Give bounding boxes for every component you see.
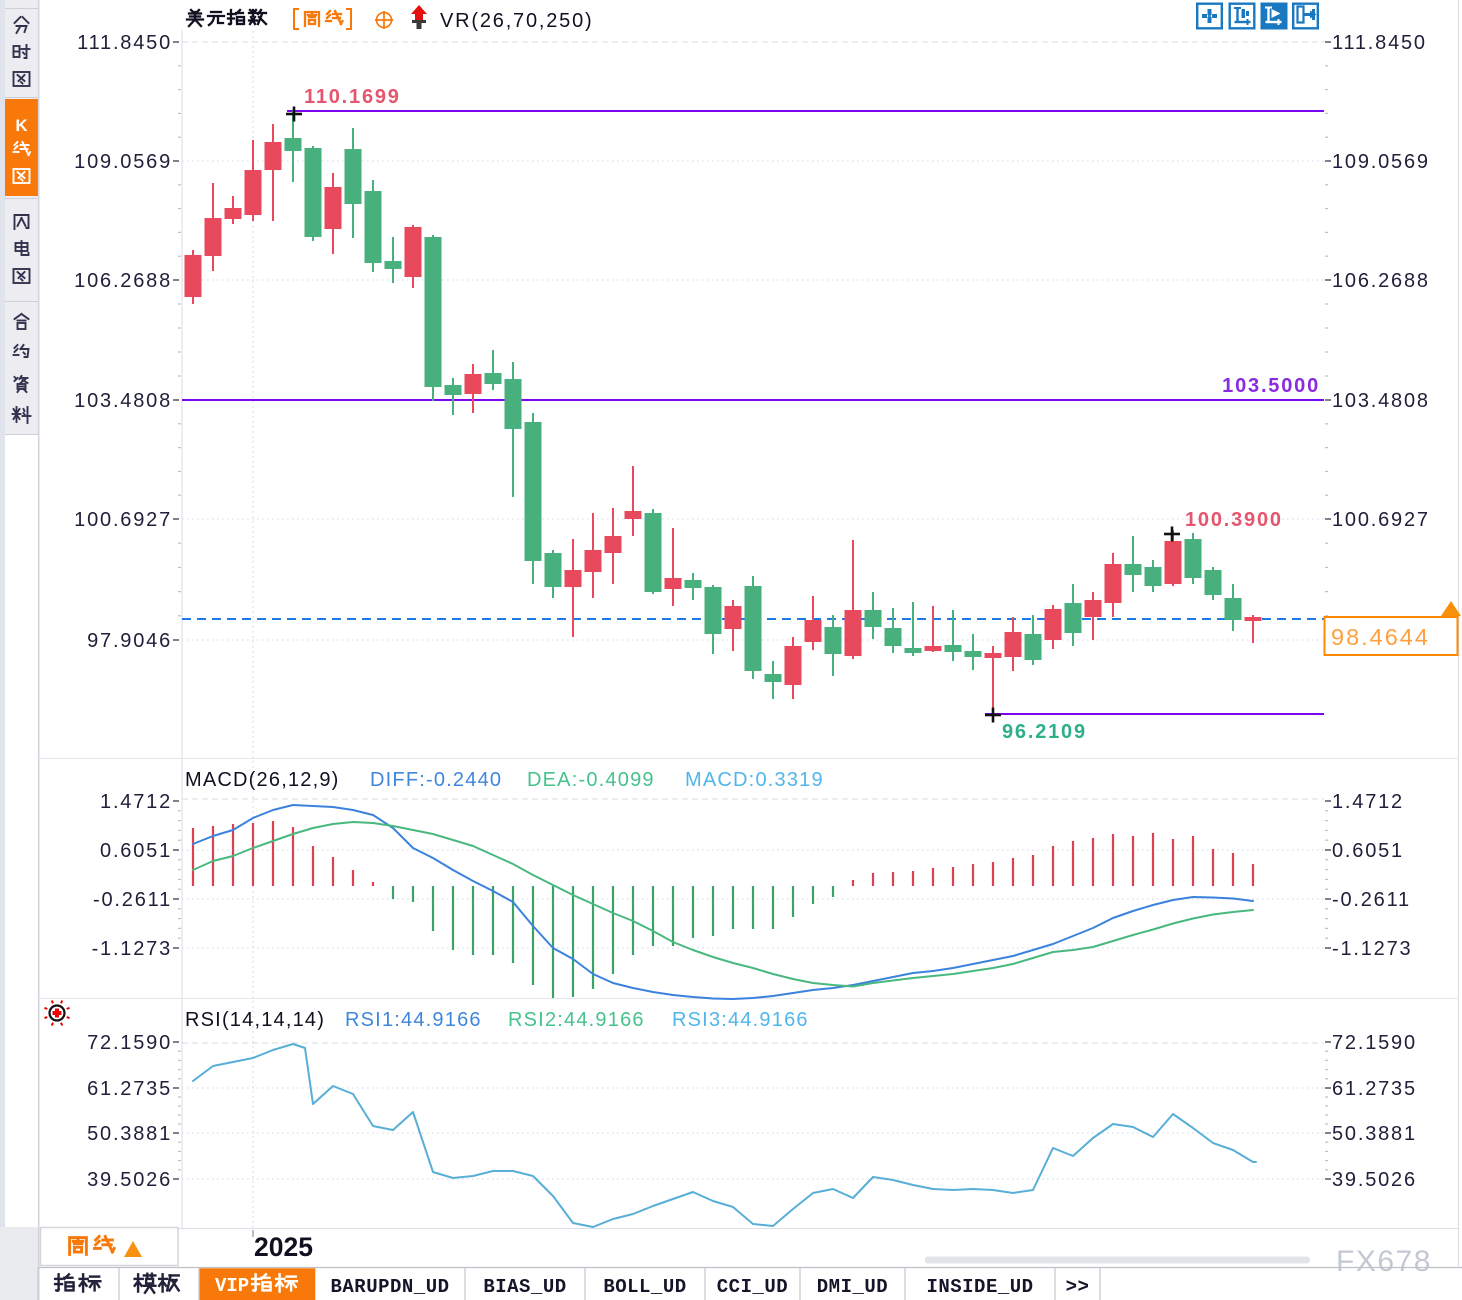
svg-text:106.2688: 106.2688	[74, 270, 172, 292]
svg-text:72.1590: 72.1590	[1332, 1032, 1417, 1054]
svg-text:111.8450: 111.8450	[1332, 32, 1427, 54]
svg-text:98.4644: 98.4644	[1331, 624, 1430, 650]
svg-text:MACD:0.3319: MACD:0.3319	[685, 769, 824, 791]
svg-text:DIFF:-0.2440: DIFF:-0.2440	[370, 769, 502, 791]
svg-text:BIAS_UD: BIAS_UD	[483, 1276, 566, 1298]
svg-text:FX678: FX678	[1336, 1245, 1432, 1278]
svg-text:100.3900: 100.3900	[1185, 509, 1283, 531]
svg-text:106.2688: 106.2688	[1332, 270, 1430, 292]
svg-text:CCI_UD: CCI_UD	[717, 1276, 788, 1298]
svg-text:1.4712: 1.4712	[100, 791, 172, 813]
svg-text:50.3881: 50.3881	[1332, 1123, 1417, 1145]
svg-text:111.8450: 111.8450	[77, 32, 172, 54]
svg-text:2025: 2025	[254, 1232, 313, 1262]
svg-text:DMI_UD: DMI_UD	[817, 1276, 888, 1298]
svg-text:-0.2611: -0.2611	[1332, 889, 1411, 911]
svg-text:103.4808: 103.4808	[74, 390, 172, 412]
svg-text:-1.1273: -1.1273	[1332, 938, 1412, 960]
svg-text:100.6927: 100.6927	[74, 509, 172, 531]
svg-text:39.5026: 39.5026	[1332, 1169, 1417, 1191]
svg-text:110.1699: 110.1699	[304, 86, 401, 108]
svg-text:100.6927: 100.6927	[1332, 509, 1430, 531]
svg-text:61.2735: 61.2735	[1332, 1078, 1417, 1100]
svg-text:61.2735: 61.2735	[87, 1078, 172, 1100]
svg-text:39.5026: 39.5026	[87, 1169, 172, 1191]
svg-text:-1.1273: -1.1273	[92, 938, 172, 960]
svg-text:109.0569: 109.0569	[74, 151, 172, 173]
svg-text:INSIDE_UD: INSIDE_UD	[926, 1276, 1033, 1298]
svg-text:0.6051: 0.6051	[100, 840, 172, 862]
svg-text:RSI(14,14,14): RSI(14,14,14)	[185, 1009, 325, 1031]
svg-text:103.4808: 103.4808	[1332, 390, 1430, 412]
svg-text:DEA:-0.4099: DEA:-0.4099	[527, 769, 655, 791]
svg-text:103.5000: 103.5000	[1222, 375, 1320, 397]
svg-text:50.3881: 50.3881	[87, 1123, 172, 1145]
svg-text:72.1590: 72.1590	[87, 1032, 172, 1054]
svg-text:BARUPDN_UD: BARUPDN_UD	[330, 1276, 449, 1298]
svg-text:K: K	[15, 116, 28, 135]
svg-text:>>: >>	[1066, 1276, 1090, 1298]
svg-text:RSI1:44.9166: RSI1:44.9166	[345, 1009, 482, 1031]
svg-text:97.9046: 97.9046	[87, 630, 172, 652]
svg-text:96.2109: 96.2109	[1002, 721, 1087, 743]
svg-text:BOLL_UD: BOLL_UD	[603, 1276, 686, 1298]
svg-text:109.0569: 109.0569	[1332, 151, 1430, 173]
svg-text:VIP: VIP	[215, 1275, 249, 1297]
svg-text:-0.2611: -0.2611	[93, 889, 172, 911]
svg-text:1.4712: 1.4712	[1332, 791, 1404, 813]
svg-text:0.6051: 0.6051	[1332, 840, 1404, 862]
svg-text:MACD(26,12,9): MACD(26,12,9)	[185, 769, 340, 791]
svg-text:VR(26,70,250): VR(26,70,250)	[440, 10, 593, 32]
svg-text:RSI3:44.9166: RSI3:44.9166	[672, 1009, 809, 1031]
svg-text:RSI2:44.9166: RSI2:44.9166	[508, 1009, 645, 1031]
